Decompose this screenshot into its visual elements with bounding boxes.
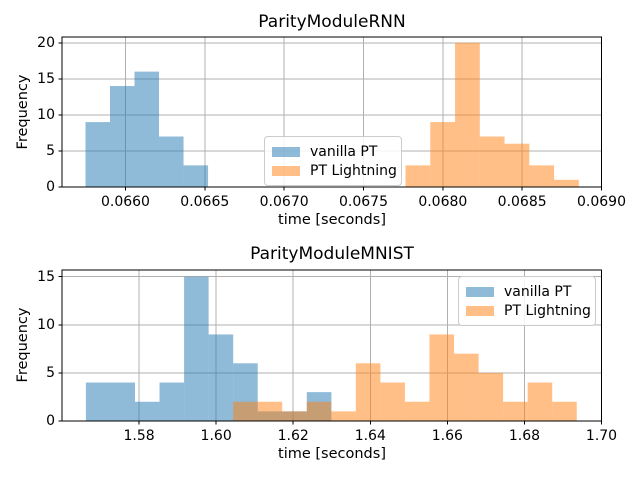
histogram-bar-pt_lightning: [306, 401, 332, 421]
y-tick-label: 15: [37, 70, 55, 87]
histogram-bar-pt_lightning: [454, 353, 479, 421]
x-tick-label: 1.60: [200, 428, 232, 444]
histogram-bar-pt_lightning: [479, 136, 505, 187]
legend-label-pt-lightning: PT Lightning: [310, 162, 397, 179]
x-tick-label: 1.62: [277, 428, 309, 444]
y-tick-label: 15: [37, 268, 55, 285]
histogram-bar-pt_lightning: [503, 401, 528, 421]
histogram-bar-pt_lightning: [355, 363, 381, 421]
legend-swatch-pt-lightning-icon: [466, 305, 494, 316]
y-axis-label-mnist: Frequency: [15, 307, 31, 383]
histogram-bar-vanilla_pt: [85, 122, 110, 187]
histogram-bar-pt_lightning: [552, 401, 577, 421]
chart-title-rnn: ParityModuleRNN: [258, 12, 406, 32]
histogram-bar-vanilla_pt: [109, 86, 135, 187]
y-tick-label: 5: [46, 142, 55, 159]
legend-entry-pt-lightning: PT Lightning: [265, 161, 401, 180]
x-tick-label: 1.58: [123, 428, 155, 444]
x-tick-label: 1.64: [354, 428, 386, 444]
histogram-bar-vanilla_pt: [159, 136, 184, 187]
x-tick-label: 0.0660: [100, 194, 150, 210]
histogram-bar-pt_lightning: [380, 382, 405, 421]
x-tick-label: 0.0670: [259, 194, 309, 210]
histogram-bar-pt_lightning: [529, 165, 555, 187]
axes-spines: [61, 269, 602, 422]
x-axis-label-rnn: time [seconds]: [278, 212, 386, 228]
legend-swatch-vanilla-pt-icon: [272, 146, 300, 157]
histogram-bar-pt_lightning: [257, 401, 283, 421]
y-tick-label: 5: [46, 364, 55, 381]
chart-title-mnist: ParityModuleMNIST: [250, 244, 414, 264]
axes-spines: [61, 36, 602, 188]
histogram-bar-vanilla_pt: [159, 382, 185, 421]
histogram-bar-pt_lightning: [429, 334, 455, 421]
y-tick-label: 10: [37, 316, 55, 333]
y-tick-label: 0: [46, 179, 55, 195]
y-tick-label: 10: [37, 106, 55, 123]
histogram-bar-pt_lightning: [455, 42, 480, 188]
y-tick-label: 0: [46, 413, 55, 429]
histogram-bar-pt_lightning: [504, 143, 530, 187]
histogram-bar-vanilla_pt: [85, 382, 111, 421]
legend-entry-vanilla-pt: vanilla PT: [459, 282, 595, 301]
histogram-bar-pt_lightning: [282, 411, 307, 421]
histogram-bar-vanilla_pt: [183, 165, 209, 187]
x-axis-label-mnist: time [seconds]: [278, 446, 386, 462]
x-tick-label: 1.70: [585, 428, 618, 444]
histogram-bar-pt_lightning: [404, 401, 430, 421]
histogram-bar-vanilla_pt: [110, 382, 135, 421]
legend-label-vanilla-pt: vanilla PT: [310, 143, 378, 160]
y-tick-label: 20: [37, 34, 55, 51]
histogram-bar-vanilla_pt: [134, 71, 160, 187]
histogram-bar-vanilla_pt: [134, 401, 160, 421]
histogram-bar-vanilla_pt: [184, 276, 209, 421]
histogram-bar-pt_lightning: [527, 382, 553, 421]
legend-swatch-vanilla-pt-icon: [466, 286, 494, 297]
legend-label-vanilla-pt: vanilla PT: [504, 283, 572, 300]
x-tick-label: 0.0680: [418, 194, 468, 210]
x-tick-label: 1.66: [431, 428, 463, 444]
histogram-bar-pt_lightning: [478, 372, 504, 421]
x-tick-label: 0.0675: [338, 194, 388, 210]
x-tick-label: 1.68: [508, 428, 541, 444]
y-axis-label-rnn: Frequency: [15, 74, 31, 150]
x-tick-label: 0.0685: [497, 194, 547, 210]
histogram-bar-pt_lightning: [331, 411, 356, 421]
legend-label-pt-lightning: PT Lightning: [504, 302, 591, 319]
histogram-bar-pt_lightning: [554, 179, 579, 187]
legend-mnist: vanilla PT PT Lightning: [458, 276, 596, 326]
histogram-bar-pt_lightning: [233, 401, 258, 421]
legend-entry-vanilla-pt: vanilla PT: [265, 142, 401, 161]
x-tick-label: 0.0690: [577, 194, 626, 210]
x-tick-label: 0.0665: [180, 194, 230, 210]
histogram-bar-pt_lightning: [405, 165, 431, 187]
histogram-bar-pt_lightning: [430, 122, 456, 187]
legend-rnn: vanilla PT PT Lightning: [264, 136, 402, 186]
legend-swatch-pt-lightning-icon: [272, 165, 300, 176]
legend-entry-pt-lightning: PT Lightning: [459, 301, 595, 320]
histogram-bar-vanilla_pt: [208, 334, 234, 421]
